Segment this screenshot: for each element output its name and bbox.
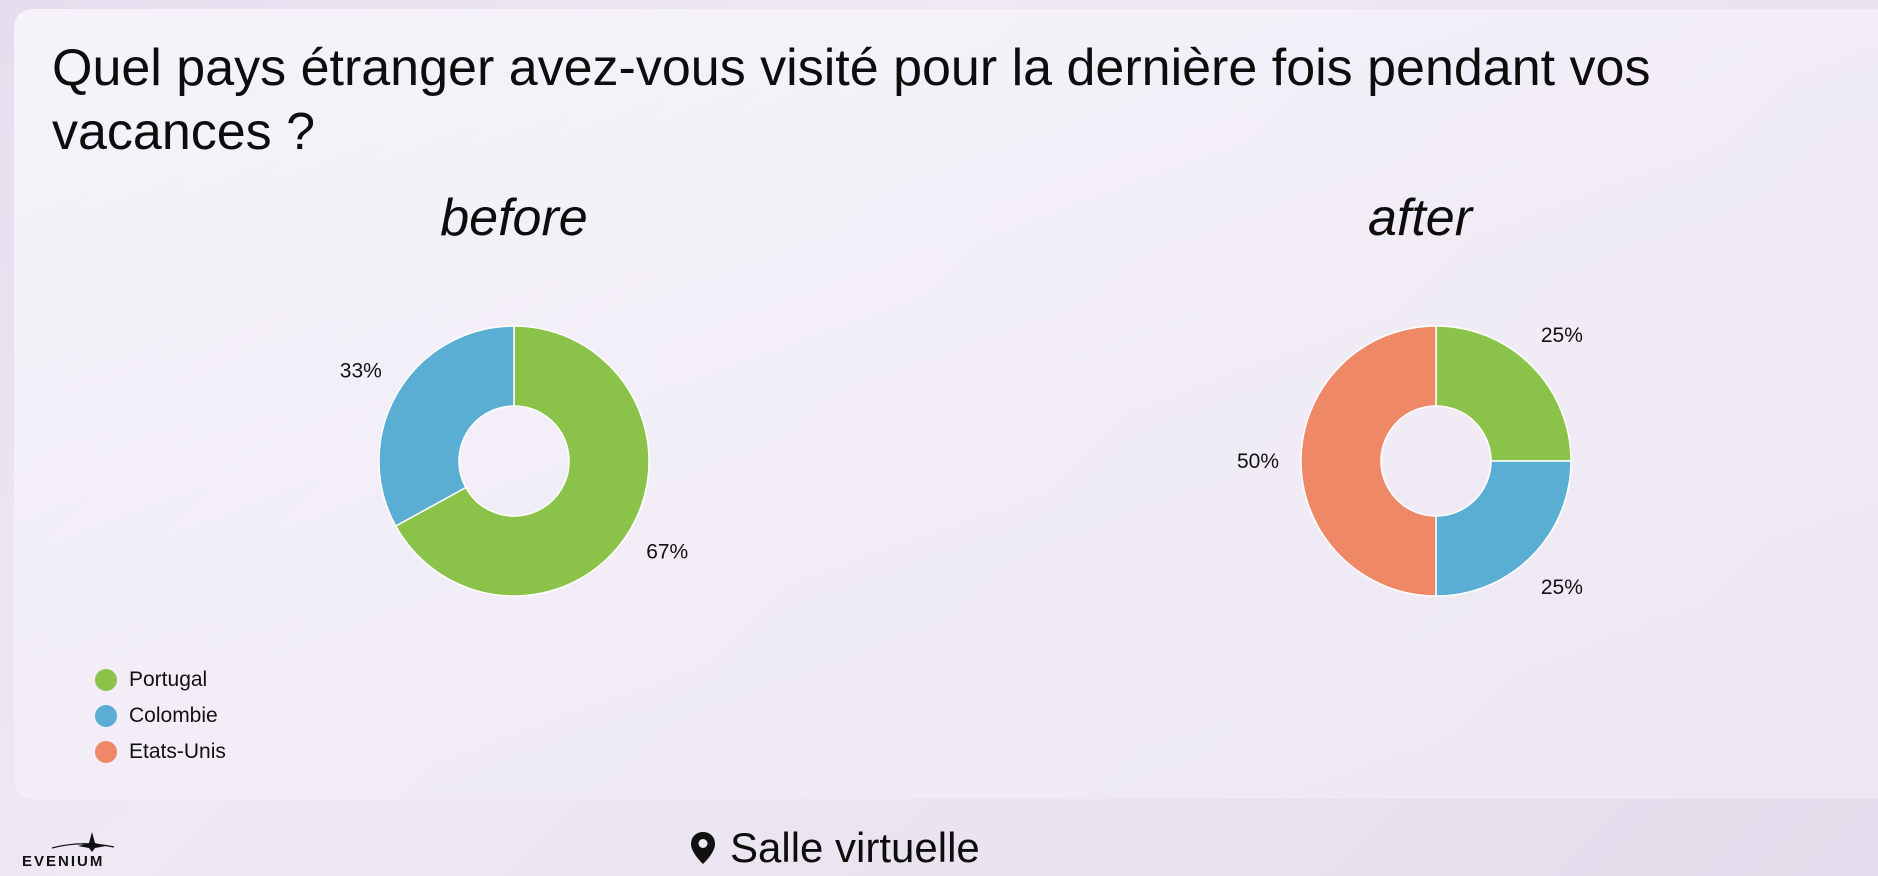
map-pin-icon	[691, 832, 715, 864]
question-card	[14, 9, 1878, 799]
chart-legend: Portugal Colombie Etats-Unis	[95, 662, 226, 770]
legend-label: Colombie	[129, 704, 218, 727]
legend-swatch	[95, 705, 117, 727]
question-title: Quel pays étranger avez-vous visité pour…	[52, 39, 1651, 161]
legend-item-portugal: Portugal	[95, 662, 226, 698]
footer-bar: EVENIUM Salle virtuelle	[0, 818, 1878, 876]
chart-title: after	[1368, 189, 1475, 247]
legend-swatch	[95, 741, 117, 763]
sparkle-logo-icon	[51, 832, 115, 852]
chart-title: before	[440, 189, 587, 247]
legend-label: Portugal	[129, 668, 208, 691]
slice-portugal	[1435, 325, 1572, 462]
location-text: Salle virtuelle	[730, 824, 980, 871]
logo-text: EVENIUM	[22, 853, 105, 870]
slice-colombie	[378, 325, 515, 528]
slice-label: 33%	[340, 359, 382, 382]
slice-label: 67%	[646, 541, 688, 564]
donut-chart-after: after 25% 25% 50%	[1237, 189, 1583, 599]
legend-item-etats-unis: Etats-Unis	[95, 734, 226, 770]
slice-etats-unis	[1300, 325, 1437, 597]
slice-label: 25%	[1541, 576, 1583, 599]
legend-item-colombie: Colombie	[95, 698, 226, 734]
slice-colombie	[1435, 460, 1572, 597]
legend-swatch	[95, 669, 117, 691]
legend-label: Etats-Unis	[129, 740, 226, 763]
donut-chart-before: before 67% 33%	[340, 189, 688, 597]
location-label: Salle virtuelle	[690, 822, 980, 874]
slice-label: 50%	[1237, 450, 1279, 473]
evenium-logo: EVENIUM	[22, 830, 124, 870]
slice-portugal	[394, 325, 650, 597]
slice-label: 25%	[1541, 324, 1583, 347]
